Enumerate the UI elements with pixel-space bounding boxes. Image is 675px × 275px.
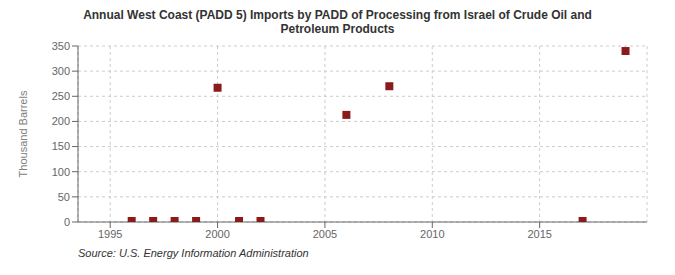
svg-text:0: 0	[64, 216, 70, 228]
svg-text:50: 50	[58, 191, 70, 203]
svg-text:200: 200	[52, 115, 70, 127]
svg-text:2015: 2015	[527, 228, 551, 240]
html-text:Source: U.S. Energy Informatio: Source: U.S. Energy Information Administ…	[78, 247, 309, 259]
svg-text:2010: 2010	[420, 228, 444, 240]
svg-text:350: 350	[52, 40, 70, 52]
svg-text:2005: 2005	[313, 228, 337, 240]
svg-text:1995: 1995	[98, 228, 122, 240]
html-text:Petroleum Products: Petroleum Products	[280, 22, 395, 36]
svg-text:100: 100	[52, 166, 70, 178]
svg-text:150: 150	[52, 140, 70, 152]
svg-text:Thousand Barrels: Thousand Barrels	[17, 90, 29, 177]
svg-text:300: 300	[52, 65, 70, 77]
svg-text:2000: 2000	[205, 228, 229, 240]
svg-text:250: 250	[52, 90, 70, 102]
html-text:Annual West Coast (PADD 5) Imp: Annual West Coast (PADD 5) Imports by PA…	[83, 8, 592, 22]
